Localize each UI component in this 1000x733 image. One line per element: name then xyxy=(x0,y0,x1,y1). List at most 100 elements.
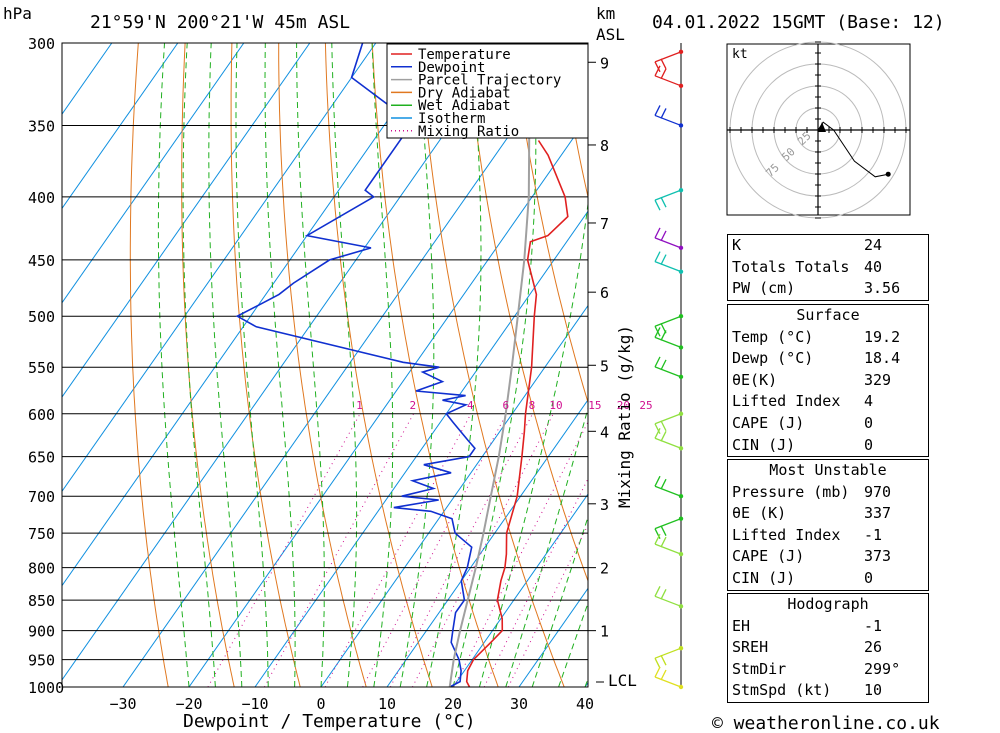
copyright: © weatheronline.co.uk xyxy=(712,713,940,733)
pressure-tick-label: 550 xyxy=(28,359,55,377)
temperature-tick-label: −20 xyxy=(175,695,202,713)
mixing-ratio-label: 4 xyxy=(467,399,474,412)
row-label: Temp (°C) xyxy=(732,327,814,346)
temperature-tick-label: 10 xyxy=(378,695,396,713)
table-row: PW (cm) 3.56 xyxy=(728,278,928,300)
table-row: CIN (J) 0 xyxy=(728,435,928,457)
km-tick-label: 2 xyxy=(600,560,609,578)
lcl-label: LCL xyxy=(608,671,637,690)
wind-barb xyxy=(654,251,684,274)
temperature-series xyxy=(465,140,569,687)
pressure-tick-label: 450 xyxy=(28,252,55,270)
row-label: StmSpd (kt) xyxy=(732,681,832,700)
table-row: θE (K) 337 xyxy=(728,503,928,525)
wind-barb xyxy=(654,586,684,609)
surface-table: Surface Temp (°C) 19.2 Dewp (°C) 18.4 θE(K) 32… xyxy=(727,304,929,458)
dry-adiabat-line xyxy=(512,43,588,405)
dry-adiabat-line xyxy=(181,43,235,687)
table-title: Hodograph xyxy=(787,595,869,613)
row-value: 0 xyxy=(864,413,874,432)
row-value: 19.2 xyxy=(864,327,901,346)
pressure-tick-label: 800 xyxy=(28,560,55,578)
mixing-ratio-label: 2 xyxy=(410,399,417,412)
row-label: CIN (J) xyxy=(732,568,796,587)
most-unstable-table: Most Unstable Pressure (mb) 970 θE (K) 337 Li… xyxy=(727,459,929,591)
pressure-tick-label: 750 xyxy=(28,525,55,543)
dry-adiabat-line xyxy=(230,43,301,687)
table-row: Totals Totals 40 xyxy=(728,257,928,279)
mixing-ratio-label: 6 xyxy=(502,399,509,412)
wind-barb xyxy=(654,49,684,73)
table-row: Lifted Index 4 xyxy=(728,391,928,413)
temperature-tick-label: −30 xyxy=(109,695,136,713)
row-label: Lifted Index xyxy=(732,525,841,544)
mixing-ratio-line xyxy=(324,413,472,687)
row-label: K xyxy=(732,236,742,254)
row-label: Lifted Index xyxy=(732,392,841,411)
dewpoint-series xyxy=(235,43,476,687)
storm-motion-marker xyxy=(818,122,826,132)
mixing-ratio-line xyxy=(389,413,534,687)
isotherm-line xyxy=(188,116,588,687)
mixing-ratio-line xyxy=(263,413,415,687)
wind-barb xyxy=(654,645,684,669)
table-row: SREH 26 xyxy=(728,637,928,659)
pressure-tick-label: 600 xyxy=(28,406,55,424)
hodograph-unit: kt xyxy=(732,47,748,62)
row-label: CIN (J) xyxy=(732,435,796,454)
pressure-tick-label: 500 xyxy=(28,308,55,326)
isotherm-line xyxy=(62,43,113,116)
dry-adiabat-line xyxy=(934,43,1000,687)
row-label: StmDir xyxy=(732,659,787,678)
pressure-tick-label: 400 xyxy=(28,189,55,207)
hodograph-end-dot xyxy=(885,171,891,177)
dry-adiabat-line xyxy=(129,43,169,687)
wind-barb xyxy=(654,327,684,350)
temperature-tick-label: 20 xyxy=(444,695,462,713)
row-label: CAPE (J) xyxy=(732,413,805,432)
row-label: Totals Totals xyxy=(732,257,850,276)
temperature-tick-label: 40 xyxy=(576,695,594,713)
profile-series xyxy=(235,43,569,687)
isotherm-line xyxy=(62,43,509,681)
km-tick-label: 8 xyxy=(600,137,609,155)
legend-item: Temperature xyxy=(418,47,511,63)
row-label: SREH xyxy=(732,638,769,657)
wet-adiabat-line xyxy=(157,43,190,687)
wind-barb xyxy=(654,314,684,337)
wind-barb xyxy=(654,187,684,211)
wet-adiabat-line xyxy=(371,43,394,687)
table-row: Dewp (°C) 18.4 xyxy=(728,348,928,370)
row-value: 10 xyxy=(864,681,883,700)
pressure-tick-label: 900 xyxy=(28,623,55,641)
dry-adiabat-line xyxy=(980,43,1000,687)
wet-adiabat-line xyxy=(558,601,588,687)
wind-barb xyxy=(654,666,684,690)
row-value: 337 xyxy=(864,504,892,523)
km-tick-label: 7 xyxy=(600,215,609,233)
wind-barb xyxy=(654,227,684,251)
hpa-unit: hPa xyxy=(3,4,32,23)
row-label: θE (K) xyxy=(732,504,787,523)
row-label: CAPE (J) xyxy=(732,547,805,566)
wet-adiabat-line xyxy=(296,43,325,687)
parcel-trajectory-series xyxy=(448,43,531,687)
mixing-ratio-line xyxy=(453,420,588,687)
pressure-tick-label: 650 xyxy=(28,449,55,467)
pressure-tick-label: 700 xyxy=(28,488,55,506)
table-row: Temp (°C) 19.2 xyxy=(728,327,928,349)
row-value: 299° xyxy=(864,659,901,678)
legend-item: Wet Adiabat xyxy=(418,98,511,114)
isotherm-line xyxy=(320,304,588,687)
km-axis-labels: 9 8 7 6 5 4 3 2 1 xyxy=(588,54,609,641)
table-row: CIN (J) 0 xyxy=(728,568,928,590)
datetime-title: 04.01.2022 15GMT (Base: 12) xyxy=(652,12,945,33)
wet-adiabat-line xyxy=(331,43,358,687)
legend-item: Dry Adiabat xyxy=(418,85,511,101)
km-unit: km xyxy=(596,4,615,23)
table-row: CAPE (J) 373 xyxy=(728,546,928,568)
pressure-tick-label: 850 xyxy=(28,592,55,610)
km-tick-label: 3 xyxy=(600,496,609,514)
mixing-ratio-label: 8 xyxy=(529,399,536,412)
km-tick-label: 5 xyxy=(600,357,609,375)
